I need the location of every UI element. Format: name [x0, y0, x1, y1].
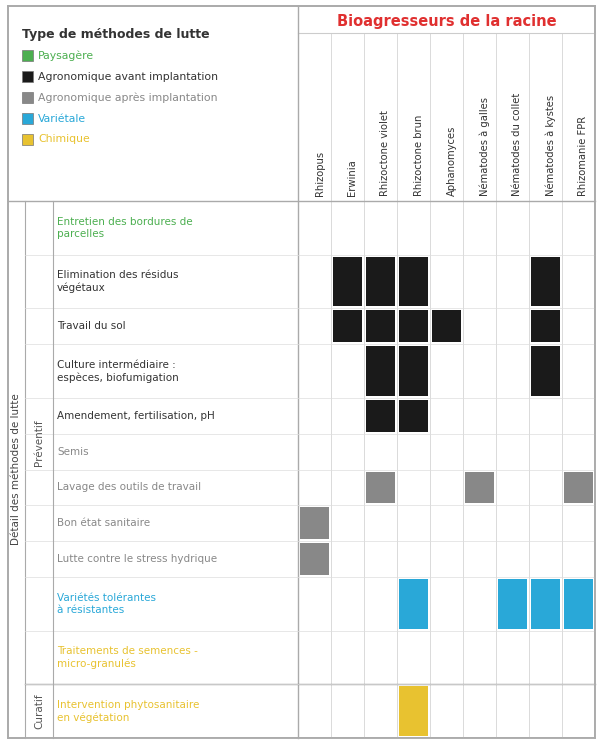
Bar — [22, 134, 33, 145]
Text: Entretien des bordures de
parcelles: Entretien des bordures de parcelles — [57, 216, 193, 239]
Text: Curatif: Curatif — [34, 693, 44, 729]
Bar — [22, 71, 33, 82]
Text: Variétale: Variétale — [38, 113, 86, 124]
Text: Type de méthodes de lutte: Type de méthodes de lutte — [22, 28, 209, 41]
Bar — [531, 579, 560, 629]
Text: Détail des méthodes de lutte: Détail des méthodes de lutte — [11, 394, 22, 545]
Bar — [333, 257, 362, 307]
Bar — [531, 257, 560, 307]
Bar — [399, 257, 428, 307]
Text: Lutte contre le stress hydrique: Lutte contre le stress hydrique — [57, 554, 217, 564]
Text: Rhizoctone violet: Rhizoctone violet — [380, 110, 391, 196]
Text: Préventif: Préventif — [34, 419, 44, 466]
Bar — [366, 471, 395, 504]
Bar — [333, 310, 362, 342]
Text: Rhizoctone brun: Rhizoctone brun — [413, 115, 424, 196]
Text: Bon état sanitaire: Bon état sanitaire — [57, 518, 150, 528]
Bar — [564, 579, 593, 629]
Bar — [399, 686, 428, 736]
Text: Variétés tolérantes
à résistantes: Variétés tolérantes à résistantes — [57, 592, 156, 615]
Bar — [366, 346, 395, 396]
Bar — [399, 310, 428, 342]
Bar — [531, 346, 560, 396]
Text: Agronomique avant implantation: Agronomique avant implantation — [38, 72, 218, 81]
Bar — [531, 310, 560, 342]
Text: Nématodes à kystes: Nématodes à kystes — [545, 95, 556, 196]
Text: Chimique: Chimique — [38, 134, 90, 145]
Bar — [300, 543, 329, 575]
Text: Elimination des résidus
végétaux: Elimination des résidus végétaux — [57, 270, 179, 293]
Bar — [366, 257, 395, 307]
Text: Semis: Semis — [57, 447, 89, 457]
Bar — [399, 400, 428, 432]
Bar — [498, 579, 527, 629]
Bar — [465, 471, 494, 504]
Text: Nématodes à galles: Nématodes à galles — [479, 97, 490, 196]
Bar — [366, 400, 395, 432]
Bar — [22, 50, 33, 61]
Text: Lavage des outils de travail: Lavage des outils de travail — [57, 483, 201, 492]
Text: Aphanomyces: Aphanomyces — [446, 125, 457, 196]
Bar — [399, 346, 428, 396]
Text: Travail du sol: Travail du sol — [57, 322, 125, 331]
Text: Agronomique après implantation: Agronomique après implantation — [38, 93, 218, 103]
Text: Traitements de semences -
micro-granulés: Traitements de semences - micro-granulés — [57, 646, 198, 669]
Bar — [22, 113, 33, 124]
Text: Bioagresseurs de la racine: Bioagresseurs de la racine — [337, 14, 556, 29]
Bar — [22, 92, 33, 103]
Text: Culture intermédiaire :
espèces, biofumigation: Culture intermédiaire : espèces, biofumi… — [57, 360, 179, 383]
Text: Amendement, fertilisation, pH: Amendement, fertilisation, pH — [57, 411, 215, 421]
Bar — [432, 310, 461, 342]
Text: Intervention phytosanitaire
en végétation: Intervention phytosanitaire en végétatio… — [57, 700, 199, 723]
Text: Erwinia: Erwinia — [347, 159, 358, 196]
Text: Nématodes du collet: Nématodes du collet — [512, 93, 523, 196]
Bar — [300, 507, 329, 539]
Text: Paysagère: Paysagère — [38, 50, 94, 60]
Text: Rhizopus: Rhizopus — [314, 151, 325, 196]
Bar — [366, 310, 395, 342]
Bar — [564, 471, 593, 504]
Text: Rhizomanie FPR: Rhizomanie FPR — [578, 116, 589, 196]
Bar — [399, 579, 428, 629]
